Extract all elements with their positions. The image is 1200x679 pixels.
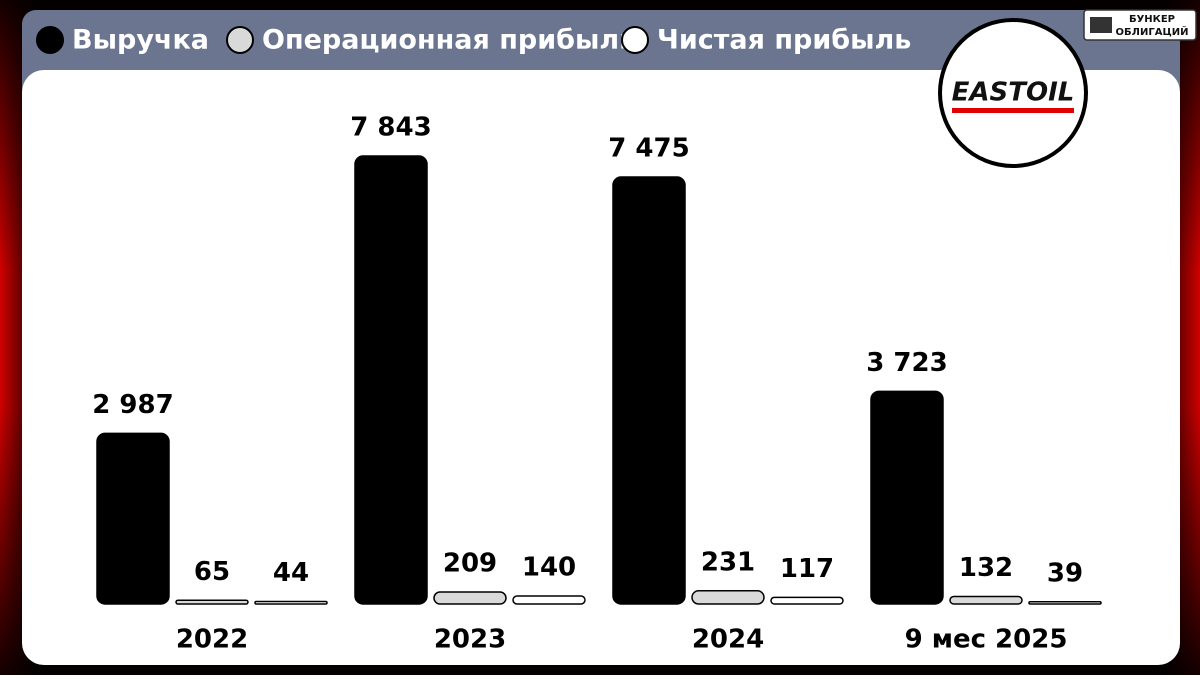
logo: EASTOIL: [938, 18, 1088, 168]
x-tick-label: 2023: [434, 625, 506, 655]
bar: [433, 591, 507, 605]
value-label: 231: [701, 547, 755, 577]
legend-label: Чистая прибыль: [657, 25, 911, 56]
value-label: 7 843: [350, 113, 431, 143]
x-tick-label: 2024: [692, 625, 764, 655]
value-label: 7 475: [608, 134, 689, 164]
bar: [949, 595, 1023, 605]
value-label: 65: [194, 557, 230, 587]
legend-marker: [226, 26, 254, 54]
badge-line: БУНКЕР: [1129, 14, 1175, 25]
logo-text: EASTOIL: [952, 78, 1075, 108]
badge: БУНКЕР ОБЛИГАЦИЙ: [1083, 9, 1197, 41]
bar: [354, 155, 428, 605]
badge-line: ОБЛИГАЦИЙ: [1116, 25, 1189, 38]
x-tick-label: 2022: [176, 625, 248, 655]
bar: [691, 590, 765, 605]
value-label: 39: [1047, 558, 1083, 588]
bar: [254, 600, 328, 605]
legend-label: Операционная прибыль: [262, 25, 636, 56]
value-label: 44: [273, 558, 309, 588]
legend-label: Выручка: [72, 25, 209, 56]
value-label: 209: [443, 549, 497, 579]
legend-marker: [36, 26, 64, 54]
value-label: 132: [959, 553, 1013, 583]
badge-icon: [1090, 17, 1112, 33]
value-label: 2 987: [92, 390, 173, 420]
legend: Выручка Операционная прибыль Чистая прибыл…: [36, 25, 911, 56]
bar: [512, 595, 586, 605]
logo-circle: [938, 18, 1088, 168]
bar: [96, 432, 170, 605]
bar: [612, 176, 686, 605]
bar: [870, 390, 944, 605]
bar: [175, 599, 249, 605]
bar: [1028, 601, 1102, 605]
legend-marker: [621, 26, 649, 54]
bar: [770, 596, 844, 605]
value-label: 3 723: [866, 348, 947, 378]
logo-stripe: [952, 108, 1074, 113]
value-label: 117: [780, 554, 834, 584]
value-label: 140: [522, 553, 576, 583]
x-tick-label: 9 мес 2025: [905, 625, 1068, 655]
